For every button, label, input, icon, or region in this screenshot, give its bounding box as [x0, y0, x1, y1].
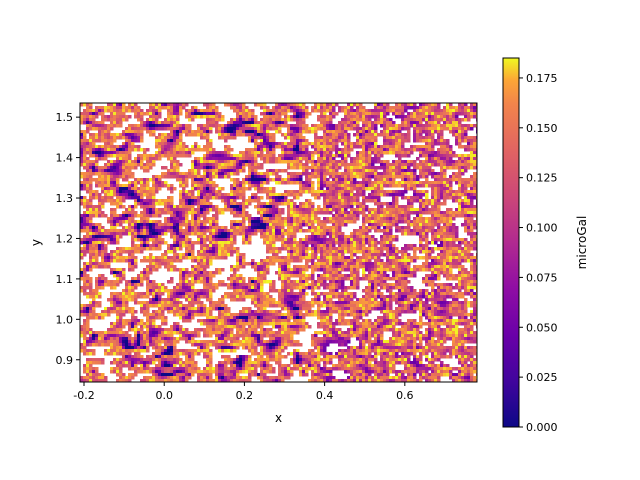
colorbar-tick-label: 0.125	[526, 172, 558, 185]
colorbar-label: microGal	[575, 216, 589, 270]
x-axis: -0.2 0.0 0.2 0.4 0.6	[73, 382, 414, 402]
y-tick-label: 1.1	[56, 273, 74, 286]
colorbar-tick-label: 0.025	[526, 371, 558, 384]
colorbar-axis: 0.000 0.025 0.050 0.075 0.100 0.125 0.150 0.175	[519, 72, 558, 434]
colorbar-tick-label: 0.100	[526, 222, 558, 235]
y-tick-label: 1.5	[56, 111, 74, 124]
x-tick-label: 0.2	[236, 389, 254, 402]
heatmap-field	[80, 103, 477, 382]
y-tick-label: 1.4	[56, 152, 74, 165]
plot-frame	[79, 102, 478, 383]
x-tick-label: -0.2	[73, 389, 94, 402]
colorbar-tick-label: 0.075	[526, 271, 558, 284]
x-tick-label: 0.4	[316, 389, 334, 402]
y-tick-label: 1.3	[56, 192, 74, 205]
x-tick-label: 0.0	[155, 389, 173, 402]
colorbar-tick-label: 0.175	[526, 72, 558, 85]
y-tick-label: 1.0	[56, 313, 74, 326]
x-axis-label: x	[275, 411, 282, 425]
colorbar-tick-label: 0.150	[526, 122, 558, 135]
y-tick-label: 1.2	[56, 232, 74, 245]
colorbar-tick-label: 0.000	[526, 421, 558, 434]
x-tick-label: 0.6	[396, 389, 414, 402]
colorbar-tick-label: 0.050	[526, 321, 558, 334]
y-axis: 0.9 1.0 1.1 1.2 1.3 1.4 1.5	[56, 111, 80, 367]
y-tick-label: 0.9	[56, 354, 74, 367]
colorbar	[502, 57, 520, 428]
y-axis-label: y	[29, 239, 43, 246]
